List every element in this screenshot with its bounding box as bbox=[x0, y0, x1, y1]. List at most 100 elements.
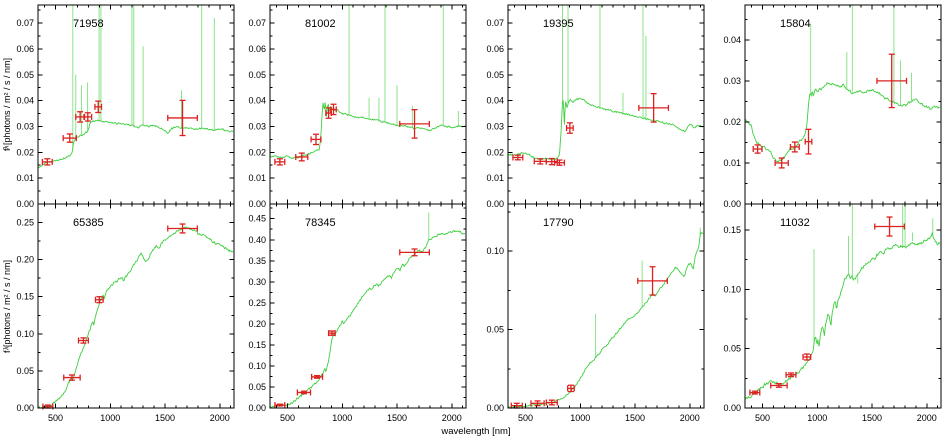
data-point bbox=[77, 337, 90, 344]
panel-id-label: 65385 bbox=[73, 217, 104, 229]
y-tick-label: 0.03 bbox=[248, 121, 266, 131]
data-point bbox=[545, 157, 558, 166]
x-tick-label: 2000 bbox=[210, 413, 230, 423]
data-point bbox=[330, 103, 337, 116]
data-point bbox=[804, 128, 813, 155]
y-tick-label: 0.06 bbox=[486, 44, 504, 54]
y-tick-label: 0.05 bbox=[486, 70, 504, 80]
y-tick-label: 0.01 bbox=[486, 173, 504, 183]
y-tick-label: 0.07 bbox=[486, 18, 504, 28]
x-tick-label: 2000 bbox=[680, 413, 700, 423]
spectrum-line bbox=[508, 97, 704, 161]
y-tick-label: 0.00 bbox=[248, 199, 266, 209]
x-tick-label: 1500 bbox=[387, 413, 407, 423]
x-tick-label: 500 bbox=[48, 413, 63, 423]
y-tick-label: 0.00 bbox=[486, 199, 504, 209]
axis-frame bbox=[744, 4, 942, 205]
y-tick-label: 0.15 bbox=[16, 292, 34, 302]
y-tick-label: 0.04 bbox=[486, 96, 504, 106]
y-tick-label: 0.05 bbox=[16, 70, 34, 80]
panel-id-label: 81002 bbox=[305, 18, 336, 30]
x-tick-label: 1500 bbox=[155, 413, 175, 423]
axis-frame bbox=[507, 203, 705, 409]
y-tick-label: 0.01 bbox=[16, 173, 34, 183]
spectrum-panel-65385: 0.00 0.05 0.10 0.15 0.20 0.25 500 1000 1500 2000 6… bbox=[16, 203, 235, 423]
data-point bbox=[785, 371, 797, 378]
data-point bbox=[327, 330, 336, 337]
spectrum-line bbox=[745, 231, 941, 400]
data-point bbox=[553, 159, 566, 166]
y-tick-label: 0.10 bbox=[723, 284, 741, 294]
data-point bbox=[749, 389, 761, 396]
y-tick-label: 0.05 bbox=[723, 344, 741, 354]
emission-spikes bbox=[562, 5, 647, 119]
data-point bbox=[637, 266, 668, 296]
spectrum-line bbox=[508, 231, 704, 408]
y-tick-label: 0.00 bbox=[486, 403, 504, 413]
y-tick-label: 0.05 bbox=[486, 325, 504, 335]
x-tick-label: 500 bbox=[518, 413, 533, 423]
tick-labels: 0.00 0.05 0.10 500 1000 1500 2000 bbox=[486, 246, 699, 423]
photometry-points bbox=[512, 92, 670, 166]
spectrum-panel-71958: 0.00 0.01 0.02 0.03 0.04 0.05 0.06 0.07 71958 bbox=[16, 4, 235, 209]
x-tick-label: 1500 bbox=[862, 413, 882, 423]
y-tick-label: 0.01 bbox=[723, 158, 741, 168]
panel-id-label: 17790 bbox=[543, 217, 574, 229]
y-tick-label: 0.40 bbox=[248, 235, 266, 245]
y-tick-label: 0.04 bbox=[248, 96, 266, 106]
spectrum-line bbox=[270, 229, 466, 408]
data-point bbox=[545, 399, 558, 406]
y-tick-label: 0.03 bbox=[723, 76, 741, 86]
data-point bbox=[876, 53, 908, 109]
tick-labels: 0.00 0.05 0.10 0.15 500 1000 1500 2000 bbox=[723, 225, 936, 423]
y-tick-label: 0.07 bbox=[248, 18, 266, 28]
spectrum-panel-15804: 0.00 0.01 0.02 0.03 0.04 15804 bbox=[723, 4, 942, 209]
y-tick-label: 0.02 bbox=[16, 147, 34, 157]
spectrum-panel-78345: 0.00 0.05 0.10 0.15 0.20 0.25 0.30 0.35 0.40 0.45… bbox=[248, 203, 467, 423]
photometry-points bbox=[41, 99, 198, 166]
tick-labels: 0.00 0.01 0.02 0.03 0.04 0.05 0.06 0.07 bbox=[248, 18, 266, 209]
data-point bbox=[167, 223, 198, 234]
data-point bbox=[310, 133, 322, 146]
data-point bbox=[94, 296, 104, 304]
y-tick-label: 0.00 bbox=[16, 403, 34, 413]
spectrum-panel-11032: 0.00 0.05 0.10 0.15 500 1000 1500 2000 11032 bbox=[723, 203, 942, 423]
axis-frame bbox=[269, 203, 467, 409]
data-point bbox=[41, 158, 53, 166]
panel-id-label: 78345 bbox=[305, 217, 336, 229]
axis-frame bbox=[507, 4, 705, 205]
x-tick-label: 1000 bbox=[100, 413, 120, 423]
y-tick-label: 0.35 bbox=[248, 256, 266, 266]
y-tick-label: 0.07 bbox=[16, 18, 34, 28]
y-tick-label: 0.10 bbox=[486, 246, 504, 256]
photometry-points bbox=[274, 103, 430, 166]
panel-id-label: 11032 bbox=[780, 217, 810, 229]
data-point bbox=[874, 216, 905, 237]
x-tick-label: 1000 bbox=[570, 413, 590, 423]
x-tick-label: 1000 bbox=[807, 413, 827, 423]
data-point bbox=[567, 384, 575, 393]
spectrum-panel-81002: 0.00 0.01 0.02 0.03 0.04 0.05 0.06 0.07 81002 bbox=[248, 4, 467, 209]
y-tick-label: 0.05 bbox=[248, 70, 266, 80]
photometry-points bbox=[274, 248, 430, 409]
data-point bbox=[167, 99, 198, 137]
data-point bbox=[295, 152, 309, 162]
y-tick-label: 0.05 bbox=[16, 366, 34, 376]
x-tick-label: 500 bbox=[755, 413, 770, 423]
tick-labels: 0.00 0.01 0.02 0.03 0.04 0.05 0.06 0.07 bbox=[16, 18, 34, 209]
data-point bbox=[565, 122, 574, 134]
data-point bbox=[274, 402, 286, 409]
data-point bbox=[770, 382, 788, 389]
x-tick-label: 2000 bbox=[917, 413, 937, 423]
panel-id-label: 71958 bbox=[73, 18, 104, 30]
data-point bbox=[802, 353, 812, 361]
x-tick-label: 2000 bbox=[442, 413, 462, 423]
y-tick-label: 0.15 bbox=[248, 340, 266, 350]
photometry-points bbox=[510, 266, 668, 409]
y-tick-label: 0.06 bbox=[248, 44, 266, 54]
tick-labels: 0.00 0.01 0.02 0.03 0.04 0.05 0.06 0.07 bbox=[486, 18, 504, 209]
tick-labels: 0.00 0.05 0.10 0.15 0.20 0.25 0.30 0.35 0.40 0.45… bbox=[248, 214, 461, 423]
y-tick-label: 0.15 bbox=[723, 225, 741, 235]
y-tick-label: 0.00 bbox=[248, 403, 266, 413]
